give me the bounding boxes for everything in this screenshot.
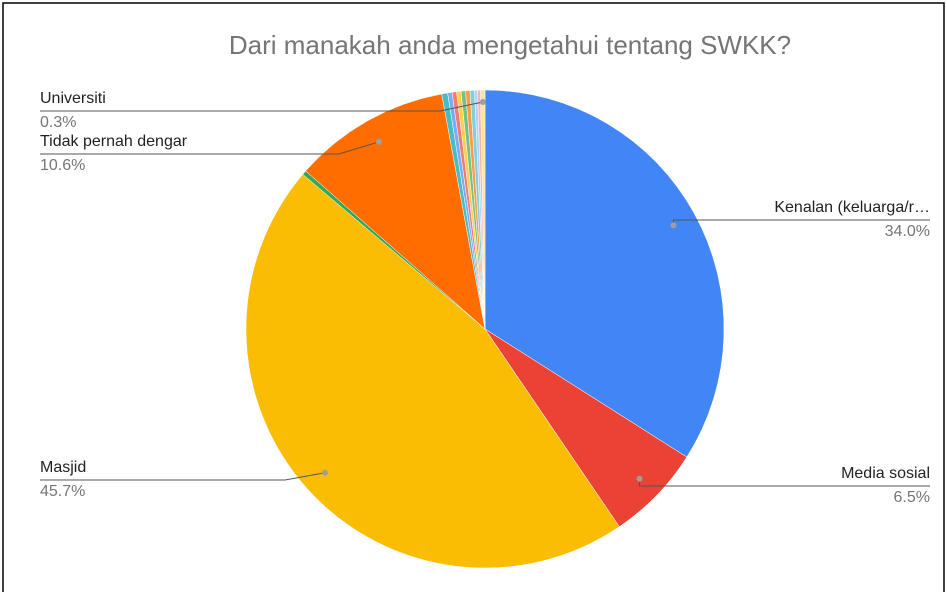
slice-value-label: 34.0% (885, 223, 930, 240)
leader-dot (670, 222, 677, 229)
slice-label: Media sosial (841, 465, 930, 482)
leader-dot (376, 138, 383, 145)
slice-label: Kenalan (keluarga/r… (774, 199, 930, 216)
pie-slice (305, 93, 486, 330)
slice-value-label: 6.5% (894, 489, 930, 506)
pie-slice (245, 174, 620, 569)
leader-dot (636, 475, 643, 482)
leader-line (40, 472, 326, 481)
leader-dot (321, 469, 328, 476)
leader-dot (479, 98, 486, 105)
leader-line (40, 101, 483, 112)
slice-value-label: 45.7% (40, 483, 85, 500)
chart-title: Dari manakah anda mengetahui tentang SWK… (229, 30, 791, 60)
slice-value-label: 10.6% (40, 157, 85, 174)
slice-label: Tidak pernah dengar (40, 133, 188, 150)
leader-line (40, 141, 380, 155)
pie-slice (484, 89, 725, 458)
slice-label: Universiti (40, 90, 106, 107)
pie-slice (480, 89, 486, 330)
slice-label: Masjid (40, 459, 86, 476)
slice-value-label: 0.3% (40, 114, 76, 131)
